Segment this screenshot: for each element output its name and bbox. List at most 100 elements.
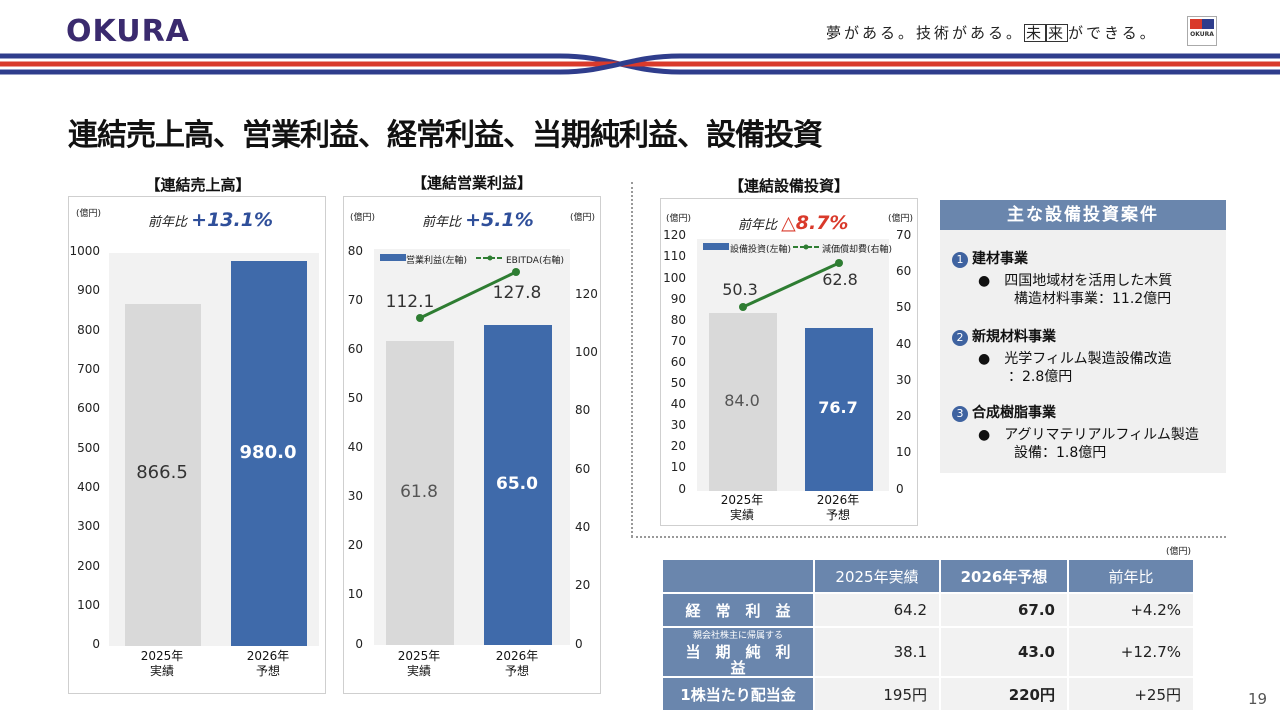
capex-tick-left: 90 xyxy=(670,292,686,306)
table-cell: 38.1 xyxy=(815,628,939,676)
op-tick-right: 100 xyxy=(575,345,598,359)
op-chart xyxy=(374,249,570,645)
sales-yoy-value: +13.1% xyxy=(191,209,273,231)
table-unit: (億円) xyxy=(1166,547,1192,557)
okura-logo: OKURA xyxy=(66,14,190,49)
number-badge-icon: 2 xyxy=(952,330,968,346)
capex-bar-2025 xyxy=(709,313,777,491)
slogan: 夢がある。技術がある。未来ができる。 xyxy=(826,22,1158,43)
sales-yoy: 前年比 +13.1% xyxy=(148,209,273,231)
capex-category-2026: 2026年 予想 xyxy=(816,493,860,522)
capex-legend-line: 減価償却費(右軸) xyxy=(822,245,893,255)
op-bar-label-2025: 61.8 xyxy=(400,482,438,502)
capex-tick-right: 40 xyxy=(896,337,912,351)
sales-chart-title: 【連結売上高】 xyxy=(145,176,251,194)
op-ebitda-point-2026 xyxy=(512,268,520,276)
sales-tick: 1000 xyxy=(69,244,100,258)
op-category-2026: 2026年 予想 xyxy=(495,649,539,678)
op-bar-2025 xyxy=(386,341,454,645)
op-bar-2026 xyxy=(484,325,552,645)
capex-tick-left: 0 xyxy=(678,482,686,496)
capex-tick-left: 10 xyxy=(670,460,686,474)
sales-tick: 300 xyxy=(77,519,100,533)
capex-tick-left: 30 xyxy=(670,418,686,432)
sales-chart xyxy=(109,253,319,646)
table-cell: +12.7% xyxy=(1069,628,1193,676)
op-tick-left: 0 xyxy=(355,637,363,651)
op-tick-left: 20 xyxy=(347,538,363,552)
sales-tick: 200 xyxy=(77,559,100,573)
op-tick-left: 60 xyxy=(347,342,363,356)
number-badge-icon: 1 xyxy=(952,252,968,268)
table-cell: 220円 xyxy=(941,678,1067,710)
sales-category-2025: 2025年 実績 xyxy=(140,649,184,678)
capex-tick-left: 80 xyxy=(670,313,686,327)
op-unit-left: (億円) xyxy=(350,213,376,223)
table-corner xyxy=(663,560,813,592)
op-ebitda-label-2026: 127.8 xyxy=(492,283,542,303)
page-title: 連結売上高、営業利益、経常利益、当期純利益、設備投資 xyxy=(68,118,823,153)
op-yoy: 前年比 +5.1% xyxy=(422,209,534,231)
number-badge-icon: 3 xyxy=(952,406,968,422)
op-legend-line: EBITDA(右軸) xyxy=(506,256,564,266)
capex-yoy: 前年比 △8.7% xyxy=(738,212,849,234)
capex-bar-label-2026: 76.7 xyxy=(818,398,858,417)
capex-depr-label-2025: 50.3 xyxy=(722,280,758,299)
capex-tick-right: 70 xyxy=(896,228,912,242)
capex-yoy-value: △8.7% xyxy=(781,212,849,234)
capex-chart xyxy=(697,239,889,491)
slogan-part-3: ができる。 xyxy=(1068,24,1158,42)
op-tick-right: 80 xyxy=(575,403,591,417)
capex-chart-panel xyxy=(660,198,918,526)
flag-logo-text: OKURA xyxy=(1190,31,1214,38)
op-chart-panel xyxy=(343,196,601,694)
capex-tick-left: 100 xyxy=(663,271,686,285)
op-tick-left: 50 xyxy=(347,391,363,405)
table-row: 親会社株主に帰属する 当 期 純 利 益 38.1 43.0 +12.7% xyxy=(663,628,1193,676)
sales-tick: 100 xyxy=(77,598,100,612)
op-tick-right: 40 xyxy=(575,520,591,534)
table-cell: 43.0 xyxy=(941,628,1067,676)
table-header: 2025年実績 xyxy=(815,560,939,592)
table-row: 1株当たり配当金 195円 220円 +25円 xyxy=(663,678,1193,710)
capex-tick-left: 40 xyxy=(670,397,686,411)
sales-bar-2026 xyxy=(231,261,307,646)
capex-tick-right: 30 xyxy=(896,373,912,387)
row-label: 1株当たり配当金 xyxy=(663,678,813,710)
table-row: 経 常 利 益 64.2 67.0 +4.2% xyxy=(663,594,1193,626)
op-tick-right: 120 xyxy=(575,287,598,301)
capex-category-2025: 2025年 実績 xyxy=(720,493,764,522)
sales-tick: 900 xyxy=(77,283,100,297)
separator-vertical xyxy=(631,182,633,537)
op-ebitda-point-2025 xyxy=(416,314,424,322)
capex-tick-right: 20 xyxy=(896,409,912,423)
sales-tick: 600 xyxy=(77,401,100,415)
sales-tick: 700 xyxy=(77,362,100,376)
capex-projects-header: 主な設備投資案件 xyxy=(940,200,1226,230)
sales-unit: (億円) xyxy=(76,209,102,219)
capex-depr-label-2026: 62.8 xyxy=(822,270,858,289)
slogan-box-1: 未 xyxy=(1024,24,1047,42)
sales-tick: 0 xyxy=(92,637,100,651)
table-cell: 195円 xyxy=(815,678,939,710)
table-header-row: 2025年実績 2026年予想 前年比 xyxy=(663,560,1193,592)
op-ebitda-line xyxy=(419,270,517,320)
op-legend-bar: 営業利益(左軸) xyxy=(406,256,468,266)
row-label: 親会社株主に帰属する 当 期 純 利 益 xyxy=(663,628,813,676)
capex-bar-label-2025: 84.0 xyxy=(724,391,760,410)
sales-bar-2025 xyxy=(125,304,201,646)
op-tick-right: 0 xyxy=(575,637,583,651)
op-chart-title: 【連結営業利益】 xyxy=(411,174,532,192)
sales-label-2025: 866.5 xyxy=(136,462,188,483)
capex-tick-left: 60 xyxy=(670,355,686,369)
slogan-box-2: 来 xyxy=(1046,24,1069,42)
sales-tick: 800 xyxy=(77,323,100,337)
separator-horizontal xyxy=(631,536,1226,538)
capex-projects-panel: 主な設備投資案件 1 建材事業 ● 四国地域材を活用した木質 構造材料事業：11.… xyxy=(940,200,1226,473)
op-tick-left: 70 xyxy=(347,293,363,307)
capex-tick-right: 60 xyxy=(896,264,912,278)
page-number: 19 xyxy=(1248,690,1268,708)
capex-tick-left: 110 xyxy=(663,249,686,263)
op-category-2025: 2025年 実績 xyxy=(397,649,441,678)
row-label: 経 常 利 益 xyxy=(663,594,813,626)
